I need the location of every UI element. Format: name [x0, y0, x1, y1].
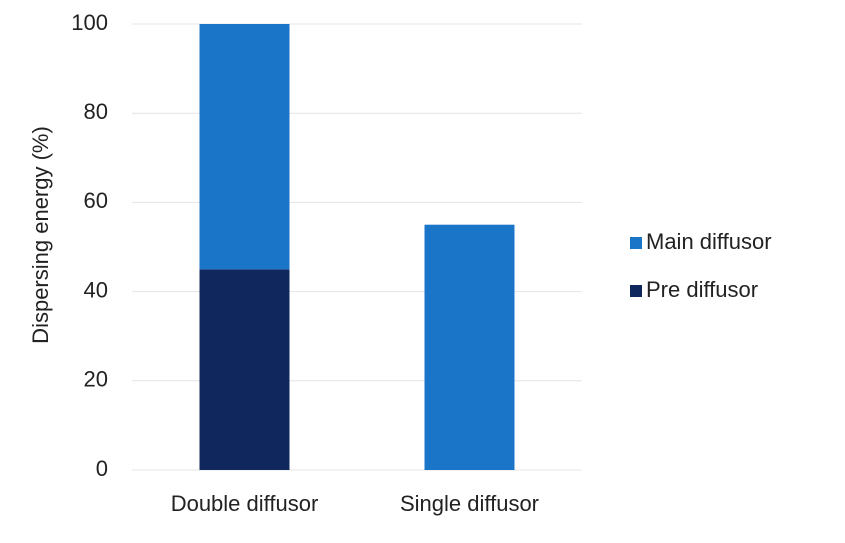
- y-tick-label: 40: [84, 277, 108, 302]
- y-axis-label: Dispersing energy (%): [28, 126, 53, 344]
- y-tick-label: 0: [96, 456, 108, 481]
- y-tick-label: 100: [71, 10, 108, 35]
- legend-label: Main diffusor: [646, 229, 772, 254]
- legend-label: Pre diffusor: [646, 277, 758, 302]
- y-tick-label: 80: [84, 99, 108, 124]
- x-tick-label: Double diffusor: [171, 491, 319, 516]
- bar-segment: [199, 269, 290, 470]
- x-tick-label: Single diffusor: [400, 491, 539, 516]
- y-tick-label: 60: [84, 188, 108, 213]
- y-tick-label: 20: [84, 367, 108, 392]
- legend-swatch: [630, 285, 642, 297]
- legend-swatch: [630, 237, 642, 249]
- bar-segment: [199, 24, 290, 270]
- bar-segment: [424, 224, 515, 470]
